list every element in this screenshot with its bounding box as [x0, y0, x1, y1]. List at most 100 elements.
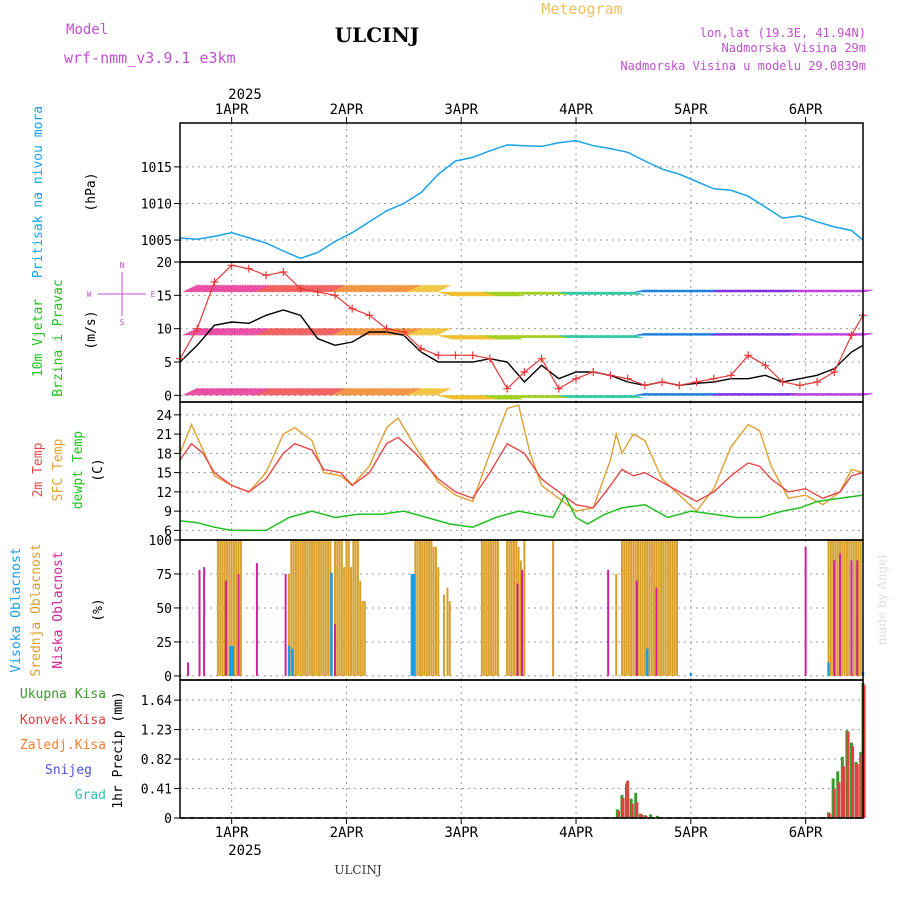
- wind-barb: [635, 289, 646, 293]
- wind-ylabel-sub: Brzina i Pravac: [51, 279, 66, 396]
- wind-barb: [405, 327, 421, 336]
- wind-barb: [327, 327, 343, 336]
- wind-barb: [627, 394, 638, 399]
- compass-w: W: [87, 290, 92, 299]
- cloud-ylabel-high: Visoka Oblacnost: [9, 547, 24, 672]
- wind-barb: [362, 387, 378, 396]
- temp-ytick-label: 24: [156, 409, 172, 424]
- wind-barb: [438, 334, 455, 340]
- wind-barb: [791, 392, 802, 396]
- wind-barb: [794, 392, 805, 396]
- wind-barb: [736, 289, 747, 293]
- precip-ytick-label: 0.41: [141, 783, 172, 798]
- wind-barb: [370, 387, 385, 396]
- wind-barb: [822, 332, 833, 336]
- wind-barb: [615, 334, 626, 339]
- wind-barb: [665, 392, 676, 396]
- temp-ytick-label: 21: [156, 428, 172, 443]
- wind-barb: [786, 332, 797, 336]
- wind-barb: [430, 387, 446, 396]
- wind-barb: [552, 334, 562, 339]
- pressure-ytick-label: 1010: [141, 197, 172, 212]
- wind-barb: [271, 284, 287, 293]
- wind-barb: [630, 394, 641, 399]
- wind-barb: [703, 289, 714, 293]
- bottom-xtick-label: 5APR: [674, 825, 708, 841]
- meteogram-title: Meteogram: [541, 0, 622, 18]
- wind-barb: [420, 284, 436, 293]
- wind-barb: [824, 332, 835, 336]
- wind-barb: [804, 332, 815, 336]
- wind-barb: [506, 394, 523, 400]
- wind-barb: [481, 334, 498, 340]
- wind-barb: [749, 289, 760, 293]
- wind-barb: [413, 284, 428, 293]
- wind-barb: [243, 387, 259, 396]
- wind-barb: [839, 289, 850, 293]
- gust-marker: [296, 284, 305, 293]
- wind-barb: [365, 284, 380, 293]
- wind-barb: [764, 332, 775, 336]
- wind-barb: [756, 392, 767, 396]
- wind-barb: [223, 327, 239, 336]
- wind-barb: [493, 394, 510, 400]
- wind-barb: [461, 334, 477, 340]
- wind-barb: [781, 289, 792, 293]
- wind-barb: [564, 394, 575, 399]
- wind-barb: [253, 284, 269, 293]
- wind-barb: [352, 387, 368, 396]
- wind-speed-line: [179, 309, 864, 387]
- wind-barb: [281, 387, 297, 396]
- wind-barb: [693, 332, 704, 336]
- precip-bar-conv: [626, 780, 630, 818]
- wind-barb: [567, 394, 578, 399]
- wind-barb: [771, 289, 782, 293]
- wind-barb: [415, 387, 431, 396]
- wind-barb: [610, 291, 621, 295]
- wind-barb: [256, 387, 272, 396]
- wind-barb: [269, 387, 284, 396]
- wind-barb: [226, 327, 241, 336]
- wind-barb: [711, 392, 722, 396]
- wind-barb: [683, 289, 694, 293]
- wind-barb: [817, 392, 828, 396]
- wind-barb: [711, 332, 722, 336]
- wind-barb: [314, 327, 330, 336]
- wind-barb: [205, 284, 221, 293]
- top-year-label: 2025: [228, 87, 262, 103]
- gust-marker: [434, 351, 443, 360]
- wind-barb: [519, 394, 530, 399]
- wind-barb: [218, 327, 234, 336]
- wind-barb: [688, 332, 699, 336]
- wind-barb: [567, 291, 578, 295]
- wind-barb: [504, 334, 520, 340]
- wind-barb: [289, 387, 305, 396]
- wind-barb: [382, 284, 398, 293]
- top-xtick-label: 6APR: [789, 102, 823, 118]
- wind-barb: [650, 392, 661, 396]
- wind-barb: [486, 291, 503, 297]
- wind-barb: [352, 284, 368, 293]
- wind-barb: [410, 387, 426, 396]
- wind-barb: [246, 327, 262, 336]
- wind-barb: [759, 289, 770, 293]
- wind-barb: [721, 332, 732, 336]
- wind-barb: [251, 387, 267, 396]
- wind-barb: [377, 284, 393, 293]
- wind-ytick-label: 20: [156, 256, 172, 271]
- wind-barb: [698, 332, 709, 336]
- wind-barb: [597, 334, 608, 339]
- wind-barb: [221, 327, 236, 336]
- wind-barb: [198, 387, 214, 396]
- wind-barb: [423, 327, 438, 336]
- wind-barb: [771, 332, 782, 336]
- wind-barb: [301, 284, 317, 293]
- wind-barb: [842, 332, 853, 336]
- wind-barb: [481, 291, 498, 297]
- wind-barb: [842, 392, 853, 396]
- wind-barb: [440, 291, 457, 297]
- wind-barb: [332, 387, 348, 396]
- temp-ytick-label: 6: [164, 524, 172, 539]
- wind-barb: [511, 334, 522, 339]
- compass-s: S: [120, 318, 125, 327]
